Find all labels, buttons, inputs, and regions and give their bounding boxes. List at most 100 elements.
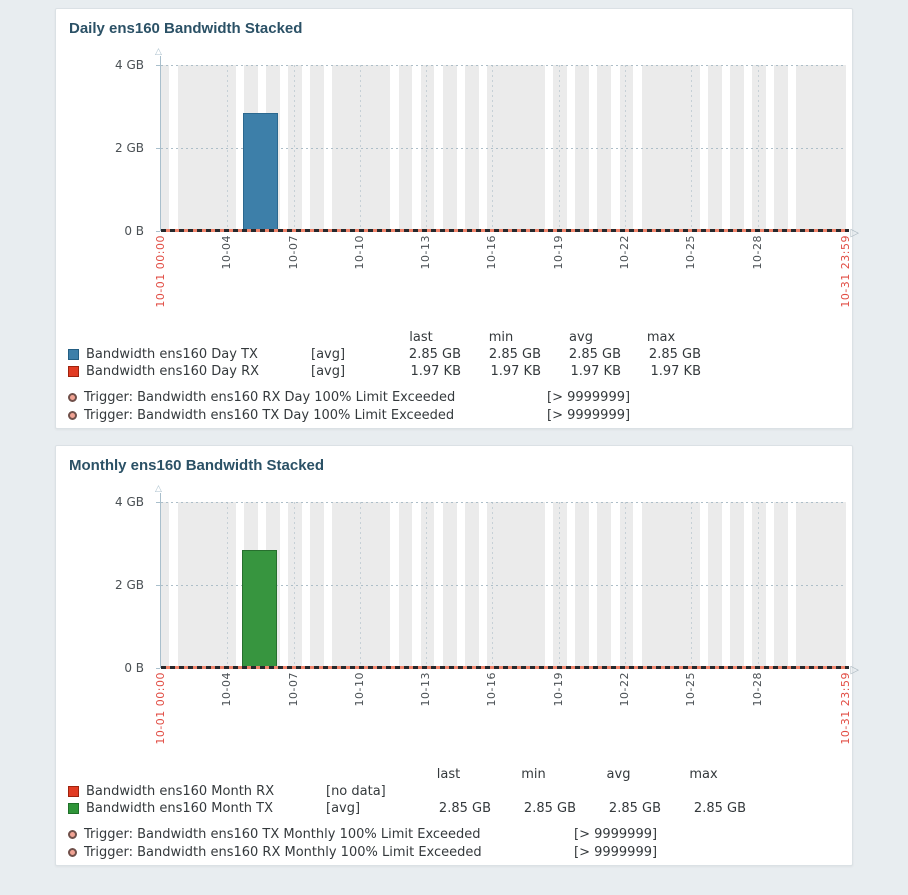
x-axis-tick-label: 10-22 (618, 235, 632, 270)
trigger-row: Trigger: Bandwidth ens160 TX Monthly 100… (68, 825, 657, 843)
series-stat-value: 1.97 KB (650, 364, 701, 379)
x-axis-arrow-icon: ▷ (850, 226, 859, 239)
x-axis-tick-label: 10-10 (352, 235, 366, 270)
x-axis-tick-label: 10-07 (286, 672, 300, 707)
y-axis-tick-label: 0 B (124, 224, 144, 238)
series-color-swatch (68, 786, 79, 797)
series-stat-value: 2.85 GB (523, 801, 576, 816)
x-axis-tick-label: 10-04 (220, 235, 234, 270)
series-stat-value: 2.85 GB (568, 347, 621, 362)
horizontal-gridline (161, 502, 846, 503)
legend-row: Bandwidth ens160 Day RX [avg] 1.97 KB 1.97 … (68, 363, 701, 380)
trigger-threshold: [> 9999999] (574, 844, 658, 860)
trigger-marker-icon (68, 829, 77, 839)
x-axis-tick-label: 10-25 (684, 235, 698, 270)
y-axis-tick (156, 584, 160, 586)
legend-column-header: max (689, 767, 718, 782)
horizontal-gridline (161, 585, 846, 586)
trigger-threshold: [> 9999999] (547, 389, 631, 405)
y-axis-arrow-icon: △ (155, 47, 162, 57)
y-axis-line (160, 56, 161, 231)
widget-title: Daily ens160 Bandwidth Stacked (69, 20, 303, 37)
trigger-row: Trigger: Bandwidth ens160 TX Day 100% Li… (68, 406, 630, 424)
legend-row: Bandwidth ens160 Day TX [avg] 2.85 GB 2.85 … (68, 346, 701, 363)
series-function: [avg] (311, 347, 346, 362)
trigger-marker-icon (68, 847, 77, 857)
trigger-threshold-line (161, 666, 849, 669)
y-axis-tick-label: 2 GB (115, 578, 144, 592)
graph-legend: last min avg max Bandwidth ens160 Day TX [avg… (68, 329, 701, 380)
graph-plot-area[interactable]: △ ▷ (155, 485, 859, 676)
trigger-list: Trigger: Bandwidth ens160 RX Day 100% Li… (68, 388, 630, 424)
daily-bandwidth-graph-widget: Daily ens160 Bandwidth Stacked △ ▷ 4 GB 2… (55, 8, 859, 429)
x-axis-tick-label: 10-28 (750, 672, 764, 707)
x-axis-tick-label: 10-19 (551, 235, 565, 270)
x-axis-tick-label: 10-31 23:59 (839, 672, 852, 745)
series-color-swatch (68, 366, 79, 377)
series-stat-value: 1.97 KB (490, 364, 541, 379)
x-axis-tick-label: 10-19 (551, 672, 565, 707)
horizontal-gridline (161, 65, 846, 66)
trigger-label: Trigger: Bandwidth ens160 TX Day 100% Li… (84, 407, 455, 423)
trigger-label: Trigger: Bandwidth ens160 RX Monthly 100… (84, 844, 482, 860)
y-axis-tick (156, 501, 160, 503)
series-name: Bandwidth ens160 Month RX (86, 784, 275, 799)
series-stat-value: 2.85 GB (693, 801, 746, 816)
x-axis-tick-label: 10-16 (485, 235, 499, 270)
trigger-marker-icon (68, 392, 77, 402)
x-axis-tick-label: 10-28 (750, 235, 764, 270)
series-name: Bandwidth ens160 Day RX (86, 364, 260, 379)
series-stat-value: 2.85 GB (438, 801, 491, 816)
y-axis-line (160, 493, 161, 668)
graph-legend: last min avg max Bandwidth ens160 Month RX [n… (68, 766, 746, 817)
x-axis-tick-label: 10-10 (352, 672, 366, 707)
legend-column-header: last (436, 767, 461, 782)
x-axis-tick-label: 10-13 (419, 672, 433, 707)
series-stat-value: 2.85 GB (648, 347, 701, 362)
x-axis-tick-label: 10-01 00:00 (154, 672, 167, 745)
trigger-threshold: [> 9999999] (547, 407, 631, 423)
series-stat-value: 2.85 GB (488, 347, 541, 362)
y-axis-arrow-icon: △ (155, 484, 162, 494)
y-axis-labels: 4 GB 2 GB 0 B (56, 495, 152, 675)
x-axis-tick-label: 10-25 (684, 672, 698, 707)
series-function: [avg] (326, 801, 361, 816)
y-axis-tick-label: 4 GB (115, 58, 144, 72)
horizontal-gridline (161, 148, 846, 149)
legend-column-header: min (521, 767, 546, 782)
legend-column-header: avg (606, 767, 631, 782)
x-axis-tick-label: 10-22 (618, 672, 632, 707)
x-axis-labels: 10-01 00:00 10-04 10-07 10-10 10-13 10-16 10-1… (154, 672, 852, 780)
legend-header-row: last min avg max (68, 766, 746, 783)
series-stat-value: 1.97 KB (410, 364, 461, 379)
trigger-marker-icon (68, 410, 77, 420)
series-stat-value: 2.85 GB (408, 347, 461, 362)
legend-column-header: min (488, 330, 514, 345)
series-color-swatch (68, 803, 79, 814)
trigger-threshold-line (161, 229, 849, 232)
trigger-threshold: [> 9999999] (574, 826, 658, 842)
trigger-label: Trigger: Bandwidth ens160 RX Day 100% Li… (84, 389, 456, 405)
legend-header-row: last min avg max (68, 329, 701, 346)
y-axis-tick-label: 4 GB (115, 495, 144, 509)
series-function: [no data] (326, 784, 386, 799)
trigger-row: Trigger: Bandwidth ens160 RX Monthly 100… (68, 843, 657, 861)
legend-row: Bandwidth ens160 Month TX [avg] 2.85 GB 2.8… (68, 800, 746, 817)
legend-row: Bandwidth ens160 Month RX [no data] (68, 783, 746, 800)
y-axis-tick (156, 230, 160, 232)
series-color-swatch (68, 349, 79, 360)
x-axis-labels: 10-01 00:00 10-04 10-07 10-10 10-13 10-16 10-1… (154, 235, 852, 343)
series-function: [avg] (311, 364, 346, 379)
x-axis-tick-label: 10-07 (286, 235, 300, 270)
y-axis-labels: 4 GB 2 GB 0 B (56, 58, 152, 238)
x-axis-arrow-icon: ▷ (850, 663, 859, 676)
graph-plot-area[interactable]: △ ▷ (155, 48, 859, 239)
y-axis-tick (156, 667, 160, 669)
monthly-bandwidth-graph-widget: Monthly ens160 Bandwidth Stacked △ ▷ 4 G… (55, 445, 859, 866)
legend-column-header: avg (569, 330, 593, 345)
series-stat-value: 2.85 GB (608, 801, 661, 816)
series-name: Bandwidth ens160 Day TX (86, 347, 258, 362)
y-axis-tick (156, 64, 160, 66)
y-axis-tick (156, 147, 160, 149)
trigger-list: Trigger: Bandwidth ens160 TX Monthly 100… (68, 825, 657, 861)
